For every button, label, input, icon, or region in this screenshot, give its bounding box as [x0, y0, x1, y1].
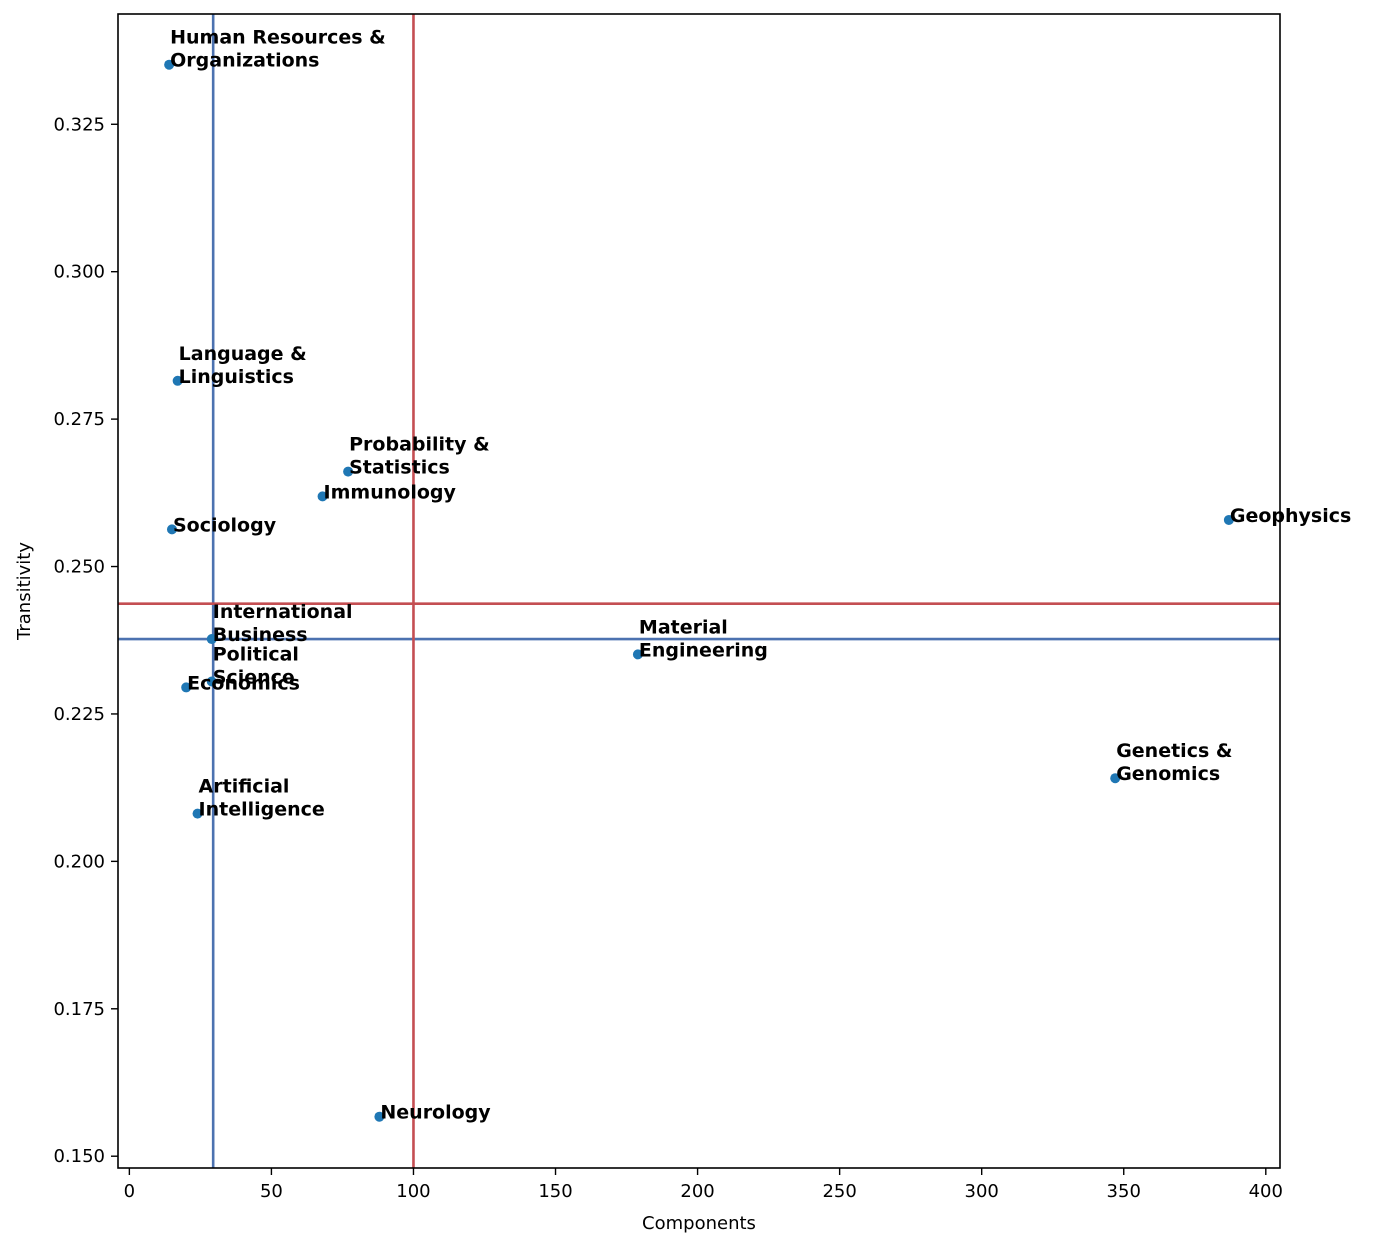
data-point: [632, 649, 643, 660]
y-tick-label: 0.250: [53, 557, 105, 578]
point-label: Human Resources & Organizations: [170, 27, 386, 72]
point-label-line: Geophysics: [1230, 505, 1351, 527]
point-label-line: Probability &: [349, 434, 490, 456]
point-label-line: Engineering: [639, 639, 768, 661]
point-label-line: Business: [213, 624, 308, 646]
y-tick-label: 0.200: [53, 851, 105, 872]
point-label-line: Political: [213, 644, 299, 666]
reference-lines: [118, 14, 1280, 1168]
x-tick-label: 300: [965, 1181, 999, 1202]
point-label: International Business: [213, 601, 353, 646]
point-label: Artificial Intelligence: [199, 776, 325, 821]
y-tick-label: 0.175: [53, 999, 105, 1020]
y-tick-label: 0.300: [53, 262, 105, 283]
data-point: [166, 524, 177, 535]
y-tick-label: 0.225: [53, 704, 105, 725]
point-labels: Human Resources & Organizations Language &…: [170, 27, 1351, 1124]
x-tick-label: 50: [260, 1181, 283, 1202]
y-tick-label: 0.275: [53, 409, 105, 430]
data-point: [181, 682, 192, 693]
point-label: Genetics & Genomics: [1116, 740, 1232, 785]
data-point: [192, 808, 203, 819]
x-tick-label: 400: [1249, 1181, 1283, 1202]
x-tick-label: 200: [680, 1181, 714, 1202]
x-tick-label: 350: [1107, 1181, 1141, 1202]
x-axis-ticks: 0 50 100 150 200 250 300 350 400: [124, 1168, 1283, 1202]
plot-frame: [117, 13, 1281, 1169]
point-label-line: Science: [213, 667, 295, 689]
x-tick-label: 100: [396, 1181, 430, 1202]
point-label-line: Intelligence: [199, 799, 325, 821]
y-tick-label: 0.325: [53, 114, 105, 135]
point-label-line: International: [213, 601, 353, 623]
x-tick-label: 0: [124, 1181, 135, 1202]
data-point: [206, 676, 217, 687]
point-label-line: Human Resources &: [170, 27, 386, 49]
point-label-line: Language &: [179, 343, 307, 365]
point-label: Geophysics: [1230, 505, 1351, 527]
data-point: [374, 1111, 385, 1122]
data-points: [164, 59, 1234, 1122]
point-label-line: Immunology: [324, 481, 457, 503]
point-label: Political Science: [213, 644, 299, 689]
point-label-line: Economics: [187, 672, 300, 694]
point-label-line: Statistics: [349, 457, 450, 479]
point-label: Immunology: [324, 481, 457, 503]
point-label: Language & Linguistics: [179, 343, 307, 388]
data-point: [1223, 514, 1234, 525]
x-tick-label: 250: [822, 1181, 856, 1202]
point-label-line: Genetics &: [1116, 740, 1232, 762]
point-label-line: Linguistics: [179, 366, 294, 388]
point-label: Material Engineering: [639, 616, 768, 661]
x-axis-label: Components: [642, 1213, 756, 1234]
y-axis-label: Transitivity: [14, 542, 35, 641]
data-point: [1110, 773, 1121, 784]
point-label-line: Artificial: [199, 776, 290, 798]
point-label: Sociology: [173, 514, 277, 536]
data-point: [172, 375, 183, 386]
data-point: [206, 634, 217, 645]
y-tick-label: 0.150: [53, 1146, 105, 1167]
point-label: Economics: [187, 672, 300, 694]
data-point: [164, 59, 175, 70]
point-label: Probability & Statistics: [349, 434, 490, 479]
point-label-line: Neurology: [380, 1102, 491, 1124]
data-point: [317, 491, 328, 502]
point-label-line: Material: [639, 616, 728, 638]
point-label: Neurology: [380, 1102, 491, 1124]
point-label-line: Sociology: [173, 514, 277, 536]
x-tick-label: 150: [538, 1181, 572, 1202]
y-axis-ticks: 0.150 0.175 0.200 0.225 0.250 0.275 0.300 0.325: [53, 114, 118, 1167]
point-label-line: Genomics: [1116, 763, 1220, 785]
point-label-line: Organizations: [170, 50, 319, 72]
data-point: [343, 466, 354, 477]
